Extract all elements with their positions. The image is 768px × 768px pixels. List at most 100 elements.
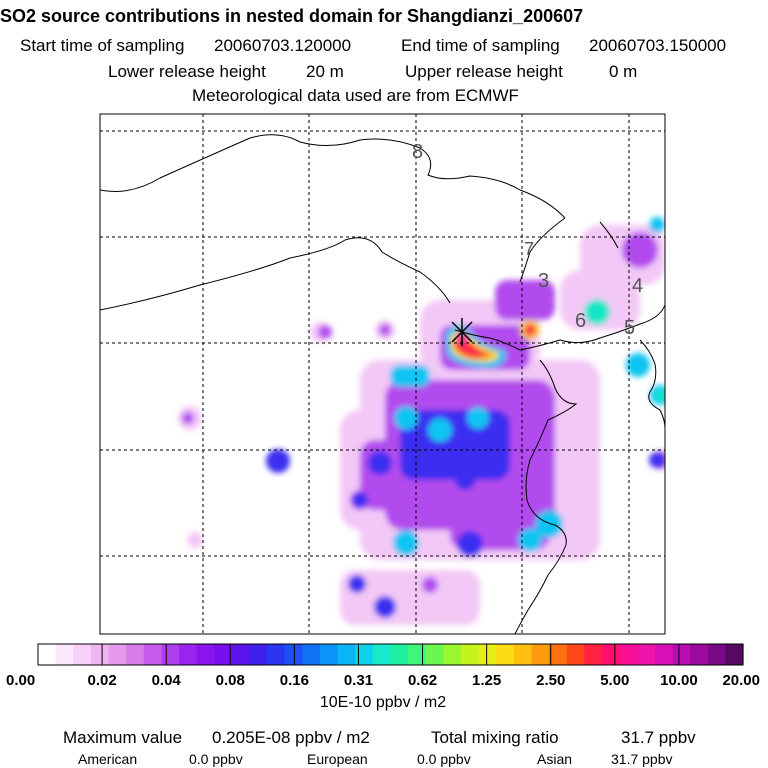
map-frame — [99, 113, 666, 635]
field-high — [457, 531, 483, 557]
colorbar-swatch — [478, 644, 497, 665]
field-high — [649, 452, 665, 468]
field-medium — [422, 577, 438, 593]
lower-height-value: 20 m — [306, 62, 344, 81]
colorbar-swatch — [725, 644, 744, 665]
asian-value: 31.7 ppbv — [611, 751, 673, 767]
coast-line — [525, 359, 578, 546]
max-value: 0.205E-08 ppbv / m2 — [212, 728, 370, 747]
field-high — [374, 596, 396, 618]
colorbar-swatch — [337, 644, 356, 665]
asian-label: Asian — [537, 751, 572, 767]
lower-height-label: Lower release height — [108, 62, 266, 81]
field-medium — [495, 280, 555, 320]
field-cyan — [390, 365, 430, 387]
upper-height-value: 0 m — [609, 62, 637, 81]
colorbar-swatch — [161, 644, 180, 665]
colorbar-swatch — [584, 644, 603, 665]
total-mixing-label: Total mixing ratio — [431, 728, 559, 747]
map-panel: 8 7 3 4 6 5 — [100, 114, 665, 634]
field-cyan — [626, 353, 650, 377]
colorbar-unit-label: 10E-10 ppbv / m2 — [320, 694, 446, 711]
colorbar-swatch — [55, 644, 74, 665]
colorbar-swatch — [408, 644, 427, 665]
colorbar-swatch — [302, 644, 321, 665]
colorbar-swatch — [214, 644, 233, 665]
border-line — [100, 237, 451, 311]
field-cyan — [649, 217, 665, 233]
colorbar-swatch — [602, 644, 621, 665]
max-value-label: Maximum value — [63, 728, 182, 747]
colorbar-swatch — [38, 644, 57, 665]
border-line — [519, 217, 566, 283]
field-medium — [379, 324, 391, 336]
field-teal — [584, 299, 610, 325]
colorbar-swatch — [143, 644, 162, 665]
field-cyan — [428, 418, 452, 442]
field-medium — [182, 412, 194, 424]
region-label: 4 — [632, 275, 643, 297]
colorbar-swatch — [549, 644, 568, 665]
colorbar-tick-label: 0.04 — [152, 672, 182, 689]
american-value: 0.0 ppbv — [189, 751, 243, 767]
field-high — [266, 449, 290, 473]
end-time-label: End time of sampling — [401, 36, 560, 55]
map-grid — [100, 114, 665, 634]
coast-line — [454, 304, 665, 351]
european-label: European — [307, 751, 368, 767]
colorbar-swatch — [443, 644, 462, 665]
field-high — [352, 492, 368, 508]
colorbar-swatch — [461, 644, 480, 665]
colorbar-ticks: 0.00 0.02 0.04 0.08 0.16 0.31 0.62 1.25 2.50 5.00… — [6, 644, 760, 689]
colorbar-swatch — [73, 644, 92, 665]
colorbar-swatch — [231, 644, 251, 665]
colorbar-swatch — [355, 644, 374, 665]
colorbar-tick-label: 0.31 — [344, 672, 373, 689]
colorbar-swatch — [267, 644, 286, 665]
colorbar-swatch — [425, 644, 444, 665]
end-time-value: 20060703.150000 — [589, 36, 726, 55]
field-cyan — [393, 530, 419, 556]
field-cyan — [394, 406, 418, 430]
colorbar-swatch — [196, 644, 215, 665]
colorbar-swatch — [690, 644, 709, 665]
chart-title: SO2 source contributions in nested domai… — [0, 6, 584, 26]
colorbar-swatch — [513, 644, 533, 665]
coast-line — [639, 339, 665, 429]
field-medium — [622, 232, 658, 268]
colorbar-tick-label: 5.00 — [600, 672, 629, 689]
colorbar-swatch — [707, 644, 726, 665]
coastlines — [100, 134, 665, 634]
colorbar-swatch — [654, 644, 674, 665]
colorbar-swatch — [672, 644, 691, 665]
colorbar-swatch — [372, 644, 392, 665]
colorbar-tick-label: 0.08 — [216, 672, 245, 689]
colorbar — [38, 644, 744, 665]
field-high — [455, 470, 475, 490]
colorbar-swatch — [619, 644, 638, 665]
colorbar-swatch — [496, 644, 515, 665]
colorbar-tick-label: 20.00 — [722, 672, 760, 689]
field-high — [368, 451, 392, 475]
colorbar-swatch — [320, 644, 339, 665]
region-label: 6 — [575, 310, 586, 332]
total-mixing-value: 31.7 ppbv — [621, 728, 696, 747]
colorbar-swatch — [126, 644, 145, 665]
colorbar-swatch — [179, 644, 198, 665]
region-label: 8 — [412, 141, 423, 163]
start-time-label: Start time of sampling — [20, 36, 184, 55]
colorbar-tick-label: 0.00 — [6, 672, 35, 689]
colorbar-tick-label: 0.16 — [280, 672, 309, 689]
concentration-field — [178, 217, 665, 625]
met-data-line: Meteorological data used are from ECMWF — [192, 86, 519, 105]
start-time-value: 20060703.120000 — [214, 36, 351, 55]
field-cyan — [518, 528, 542, 552]
colorbar-swatch — [637, 644, 656, 665]
colorbar-tick-label: 10.00 — [660, 672, 698, 689]
region-label: 3 — [538, 270, 549, 292]
colorbar-tick-label: 2.50 — [536, 672, 565, 689]
colorbar-swatch — [390, 644, 409, 665]
region-label: 5 — [624, 317, 635, 339]
field-teal — [654, 389, 665, 401]
